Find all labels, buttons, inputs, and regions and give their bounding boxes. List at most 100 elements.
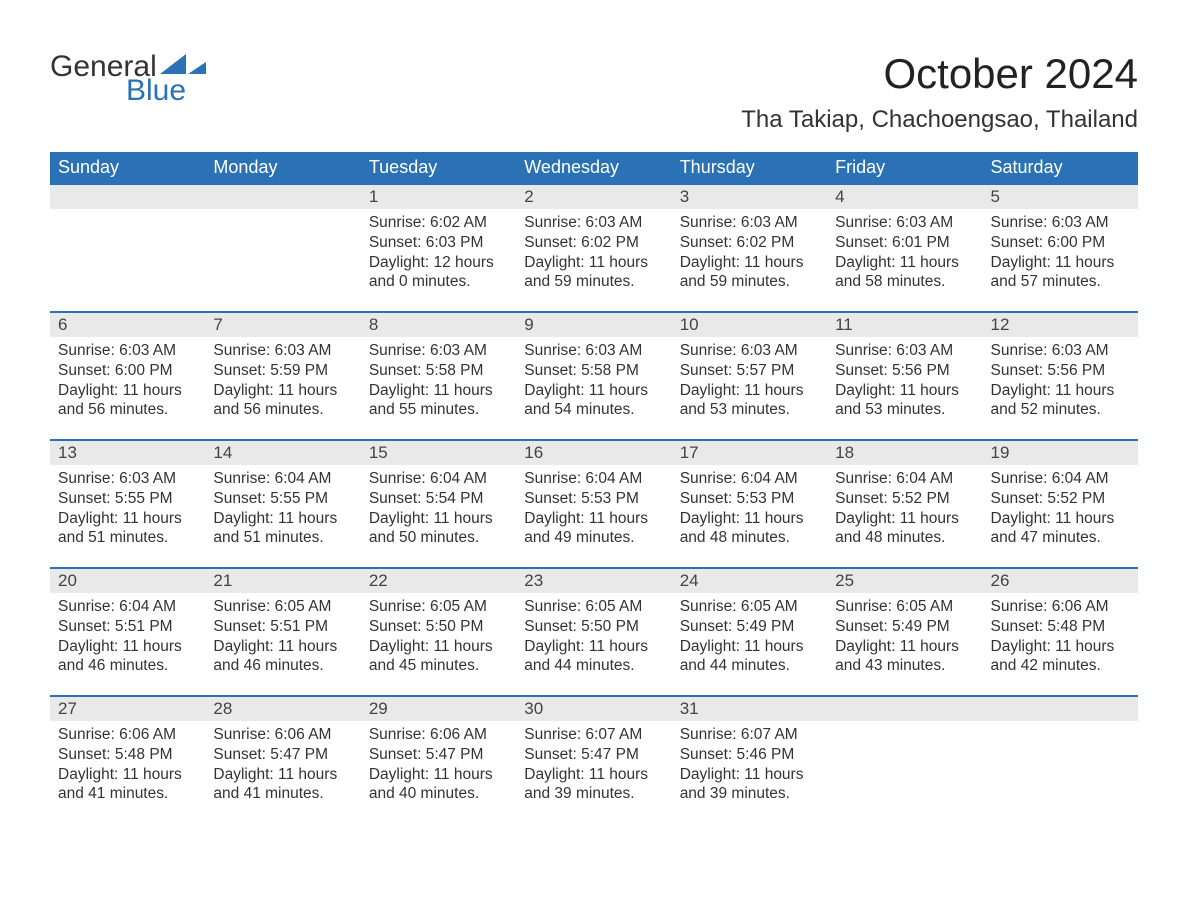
cell-dl1: Daylight: 11 hours	[213, 509, 352, 529]
day-number-bar: 19	[983, 439, 1138, 465]
month-title: October 2024	[741, 50, 1138, 98]
calendar-cell: 22Sunrise: 6:05 AMSunset: 5:50 PMDayligh…	[361, 567, 516, 695]
cell-sunset: Sunset: 5:55 PM	[58, 489, 197, 509]
cell-sunset: Sunset: 5:50 PM	[369, 617, 508, 637]
day-number-bar: 16	[516, 439, 671, 465]
calendar-cell: 23Sunrise: 6:05 AMSunset: 5:50 PMDayligh…	[516, 567, 671, 695]
calendar-cell: 21Sunrise: 6:05 AMSunset: 5:51 PMDayligh…	[205, 567, 360, 695]
cell-dl1: Daylight: 12 hours	[369, 253, 508, 273]
cell-sunset: Sunset: 5:53 PM	[524, 489, 663, 509]
calendar-cell: 15Sunrise: 6:04 AMSunset: 5:54 PMDayligh…	[361, 439, 516, 567]
cell-sunset: Sunset: 6:01 PM	[835, 233, 974, 253]
cell-dl1: Daylight: 11 hours	[213, 637, 352, 657]
cell-dl1: Daylight: 11 hours	[58, 765, 197, 785]
calendar-cell	[50, 183, 205, 311]
cell-sunrise: Sunrise: 6:03 AM	[369, 341, 508, 361]
calendar-cell: 6 Sunrise: 6:03 AMSunset: 6:00 PMDaylight…	[50, 311, 205, 439]
cell-dl1: Daylight: 11 hours	[213, 765, 352, 785]
cell-dl1: Daylight: 11 hours	[991, 509, 1130, 529]
cell-sunset: Sunset: 5:59 PM	[213, 361, 352, 381]
cell-dl2: and 49 minutes.	[524, 528, 663, 548]
cell-sunset: Sunset: 5:51 PM	[58, 617, 197, 637]
day-header: Wednesday	[516, 152, 671, 183]
calendar-cell: 10Sunrise: 6:03 AMSunset: 5:57 PMDayligh…	[672, 311, 827, 439]
day-header: Sunday	[50, 152, 205, 183]
cell-dl1: Daylight: 11 hours	[524, 253, 663, 273]
day-number-bar	[205, 183, 360, 209]
cell-text: Sunrise: 6:04 AMSunset: 5:52 PMDaylight:…	[835, 469, 974, 548]
calendar-cell: 24Sunrise: 6:05 AMSunset: 5:49 PMDayligh…	[672, 567, 827, 695]
cell-dl1: Daylight: 11 hours	[680, 637, 819, 657]
cell-sunset: Sunset: 5:58 PM	[369, 361, 508, 381]
cell-dl1: Daylight: 11 hours	[835, 253, 974, 273]
day-number-bar: 10	[672, 311, 827, 337]
cell-text: Sunrise: 6:05 AMSunset: 5:50 PMDaylight:…	[369, 597, 508, 676]
day-number-bar: 2	[516, 183, 671, 209]
calendar-week: 6 Sunrise: 6:03 AMSunset: 6:00 PMDaylight…	[50, 311, 1138, 439]
cell-sunrise: Sunrise: 6:07 AM	[680, 725, 819, 745]
calendar-cell: 27Sunrise: 6:06 AMSunset: 5:48 PMDayligh…	[50, 695, 205, 823]
cell-sunrise: Sunrise: 6:02 AM	[369, 213, 508, 233]
day-number-bar: 23	[516, 567, 671, 593]
cell-dl2: and 39 minutes.	[524, 784, 663, 804]
cell-sunset: Sunset: 5:47 PM	[213, 745, 352, 765]
cell-dl2: and 48 minutes.	[835, 528, 974, 548]
cell-dl2: and 41 minutes.	[213, 784, 352, 804]
calendar-cell: 28Sunrise: 6:06 AMSunset: 5:47 PMDayligh…	[205, 695, 360, 823]
day-header: Thursday	[672, 152, 827, 183]
cell-sunrise: Sunrise: 6:03 AM	[835, 341, 974, 361]
day-number-bar: 9	[516, 311, 671, 337]
day-header: Saturday	[983, 152, 1138, 183]
cell-sunset: Sunset: 5:53 PM	[680, 489, 819, 509]
cell-dl2: and 51 minutes.	[213, 528, 352, 548]
calendar-cell: 13Sunrise: 6:03 AMSunset: 5:55 PMDayligh…	[50, 439, 205, 567]
cell-sunset: Sunset: 5:56 PM	[835, 361, 974, 381]
cell-sunrise: Sunrise: 6:06 AM	[991, 597, 1130, 617]
cell-sunset: Sunset: 5:55 PM	[213, 489, 352, 509]
calendar-week: 13Sunrise: 6:03 AMSunset: 5:55 PMDayligh…	[50, 439, 1138, 567]
day-number-bar: 11	[827, 311, 982, 337]
cell-dl2: and 44 minutes.	[524, 656, 663, 676]
cell-sunrise: Sunrise: 6:06 AM	[58, 725, 197, 745]
day-number-bar	[50, 183, 205, 209]
cell-dl2: and 41 minutes.	[58, 784, 197, 804]
cell-sunset: Sunset: 5:48 PM	[991, 617, 1130, 637]
calendar-cell: 2Sunrise: 6:03 AMSunset: 6:02 PMDaylight…	[516, 183, 671, 311]
cell-dl1: Daylight: 11 hours	[680, 381, 819, 401]
day-number-bar: 30	[516, 695, 671, 721]
cell-dl1: Daylight: 11 hours	[680, 509, 819, 529]
cell-dl2: and 59 minutes.	[680, 272, 819, 292]
cell-text: Sunrise: 6:06 AMSunset: 5:48 PMDaylight:…	[991, 597, 1130, 676]
cell-text: Sunrise: 6:03 AMSunset: 6:00 PMDaylight:…	[991, 213, 1130, 292]
cell-text: Sunrise: 6:05 AMSunset: 5:51 PMDaylight:…	[213, 597, 352, 676]
cell-sunset: Sunset: 5:57 PM	[680, 361, 819, 381]
cell-text: Sunrise: 6:04 AMSunset: 5:53 PMDaylight:…	[680, 469, 819, 548]
cell-dl1: Daylight: 11 hours	[524, 765, 663, 785]
title-block: October 2024 Tha Takiap, Chachoengsao, T…	[741, 50, 1138, 148]
cell-text: Sunrise: 6:05 AMSunset: 5:49 PMDaylight:…	[680, 597, 819, 676]
cell-dl1: Daylight: 11 hours	[369, 637, 508, 657]
cell-sunset: Sunset: 5:49 PM	[680, 617, 819, 637]
cell-dl1: Daylight: 11 hours	[991, 637, 1130, 657]
cell-dl2: and 48 minutes.	[680, 528, 819, 548]
cell-sunset: Sunset: 5:46 PM	[680, 745, 819, 765]
day-number-bar: 17	[672, 439, 827, 465]
cell-text: Sunrise: 6:04 AMSunset: 5:54 PMDaylight:…	[369, 469, 508, 548]
cell-text: Sunrise: 6:06 AMSunset: 5:48 PMDaylight:…	[58, 725, 197, 804]
day-number-bar: 6	[50, 311, 205, 337]
cell-sunrise: Sunrise: 6:05 AM	[524, 597, 663, 617]
cell-dl1: Daylight: 11 hours	[369, 765, 508, 785]
cell-sunrise: Sunrise: 6:05 AM	[213, 597, 352, 617]
day-number-bar: 29	[361, 695, 516, 721]
cell-sunrise: Sunrise: 6:06 AM	[213, 725, 352, 745]
calendar-cell: 7Sunrise: 6:03 AMSunset: 5:59 PMDaylight…	[205, 311, 360, 439]
cell-sunrise: Sunrise: 6:05 AM	[835, 597, 974, 617]
cell-dl1: Daylight: 11 hours	[835, 381, 974, 401]
day-number-bar: 12	[983, 311, 1138, 337]
location: Tha Takiap, Chachoengsao, Thailand	[741, 106, 1138, 134]
cell-text: Sunrise: 6:03 AMSunset: 6:00 PMDaylight:…	[58, 341, 197, 420]
calendar-cell: 3Sunrise: 6:03 AMSunset: 6:02 PMDaylight…	[672, 183, 827, 311]
calendar-cell: 25Sunrise: 6:05 AMSunset: 5:49 PMDayligh…	[827, 567, 982, 695]
cell-sunrise: Sunrise: 6:03 AM	[991, 213, 1130, 233]
cell-dl1: Daylight: 11 hours	[524, 637, 663, 657]
